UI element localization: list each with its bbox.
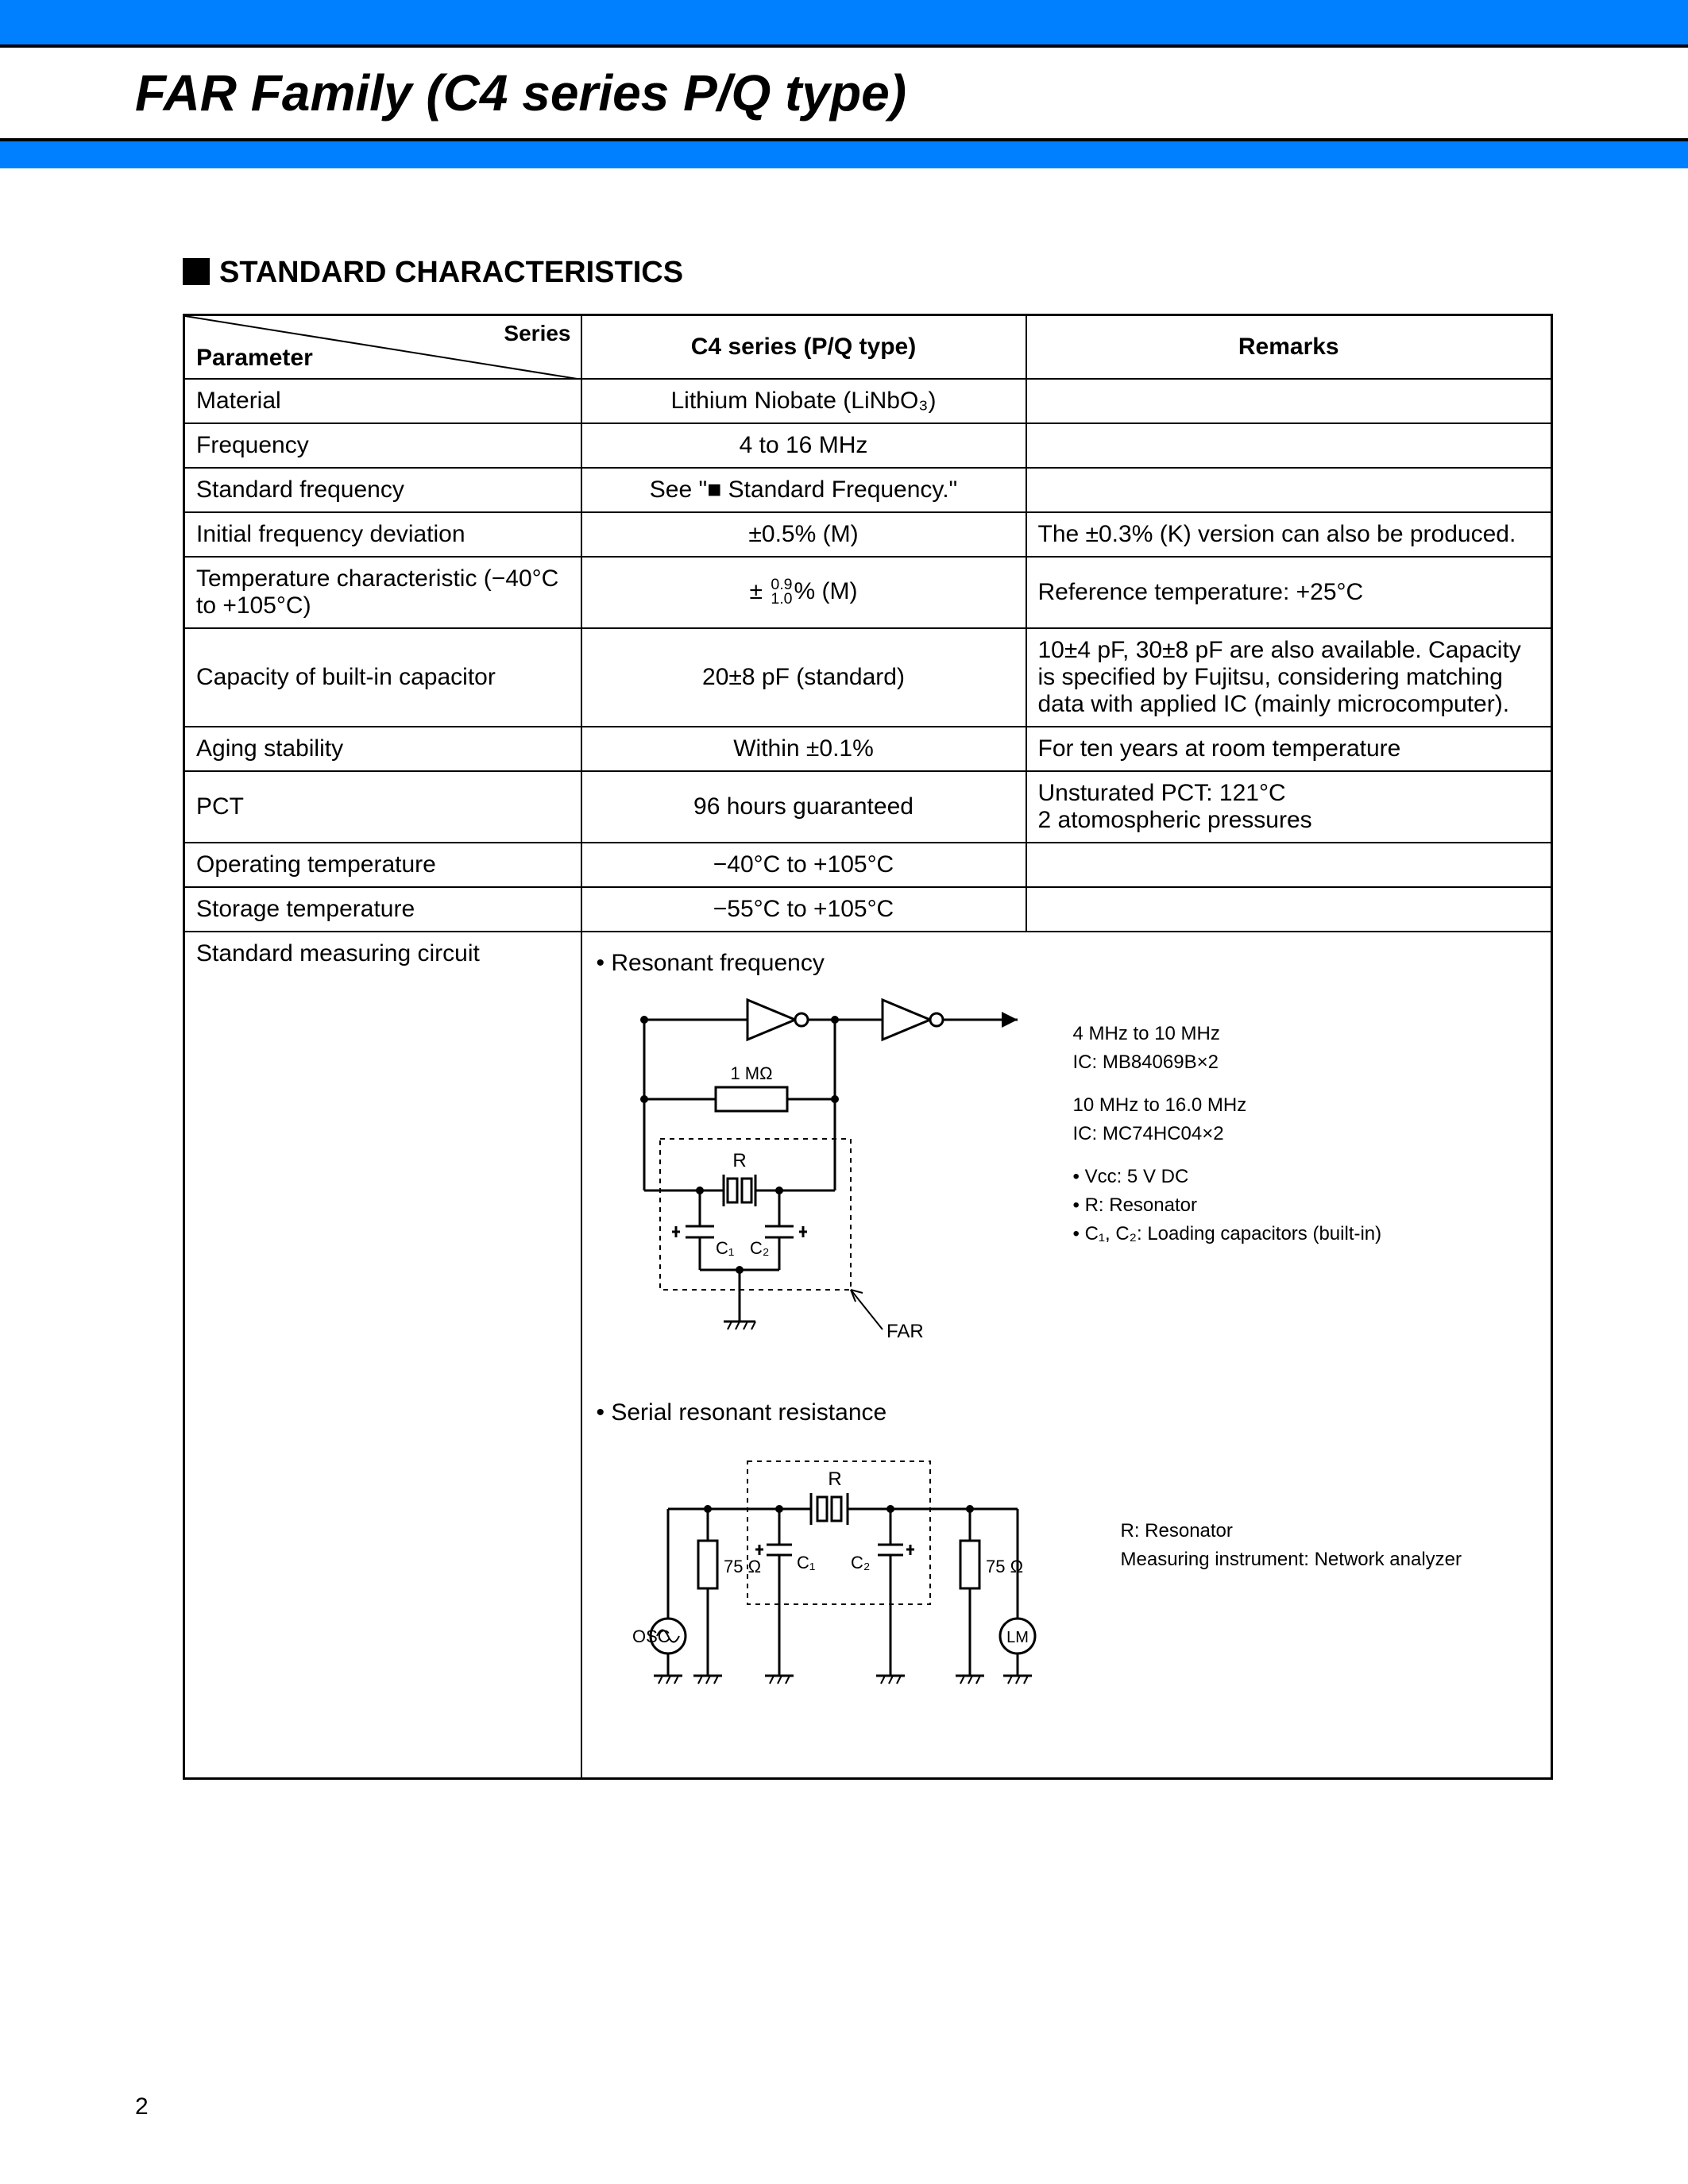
table-header-row: Series Parameter C4 series (P/Q type) Re… <box>184 315 1552 379</box>
cell-remark: 10±4 pF, 30±8 pF are also available. Cap… <box>1026 628 1552 727</box>
cell-remark <box>1026 379 1552 423</box>
cell-param: Standard measuring circuit <box>184 932 581 1779</box>
cell-value: Within ±0.1% <box>581 727 1026 771</box>
c2-label: C₂ <box>750 1238 769 1258</box>
table-row: Storage temperature −55°C to +105°C <box>184 887 1552 932</box>
header-value: C4 series (P/Q type) <box>581 315 1026 379</box>
page-number: 2 <box>135 2093 149 2120</box>
note-line: R: Resonator <box>1121 1517 1462 1545</box>
header-remarks: Remarks <box>1026 315 1552 379</box>
cell-remark <box>1026 887 1552 932</box>
cell-param: Aging stability <box>184 727 581 771</box>
circuit1-notes: 4 MHz to 10 MHz IC: MB84069B×2 10 MHz to… <box>1073 988 1382 1376</box>
section-heading-text: STANDARD CHARACTERISTICS <box>219 256 683 289</box>
c2-label: C₂ <box>851 1553 870 1572</box>
cell-param: Material <box>184 379 581 423</box>
note-line: Measuring instrument: Network analyzer <box>1121 1545 1462 1574</box>
note-line: IC: MB84069B×2 <box>1073 1048 1382 1077</box>
table-row-circuit: Standard measuring circuit Resonant freq… <box>184 932 1552 1779</box>
cell-remark <box>1026 423 1552 468</box>
note-bullet: R: Resonator <box>1073 1191 1382 1220</box>
table-row: Temperature characteristic (−40°C to +10… <box>184 557 1552 628</box>
c1-label: C₁ <box>797 1553 815 1572</box>
c1-label: C₁ <box>716 1238 734 1258</box>
cell-param: Capacity of built-in capacitor <box>184 628 581 727</box>
table-row: Standard frequency See "■ Standard Frequ… <box>184 468 1552 512</box>
table-row: Frequency 4 to 16 MHz <box>184 423 1552 468</box>
cell-value: 4 to 16 MHz <box>581 423 1026 468</box>
r75-left-label: 75 Ω <box>724 1557 761 1576</box>
cell-param: Initial frequency deviation <box>184 512 581 557</box>
resonator-r-label: R <box>828 1468 841 1490</box>
cell-value: ±0.5% (M) <box>581 512 1026 557</box>
cell-remark: Unsturated PCT: 121°C 2 atomospheric pre… <box>1026 771 1552 843</box>
circuit1-label: Resonant frequency <box>597 950 1537 977</box>
header-series-label: Series <box>504 321 570 346</box>
content-area: STANDARD CHARACTERISTICS Series Paramete… <box>0 168 1688 1780</box>
note-line: 10 MHz to 16.0 MHz <box>1073 1091 1382 1120</box>
cell-value: 96 hours guaranteed <box>581 771 1026 843</box>
note-bullet: Vcc: 5 V DC <box>1073 1163 1382 1191</box>
cell-param: PCT <box>184 771 581 843</box>
cell-remark <box>1026 843 1552 887</box>
note-line: 4 MHz to 10 MHz <box>1073 1020 1382 1048</box>
header-parameter-series: Series Parameter <box>184 315 581 379</box>
circuit1-row: 1 MΩ <box>597 988 1537 1376</box>
circuit1-diagram: 1 MΩ <box>597 988 1041 1376</box>
cell-remark: For ten years at room temperature <box>1026 727 1552 771</box>
characteristics-table: Series Parameter C4 series (P/Q type) Re… <box>183 314 1553 1780</box>
cell-remark: Reference temperature: +25°C <box>1026 557 1552 628</box>
cell-value: ± 0.91.0% (M) <box>581 557 1026 628</box>
cell-param: Frequency <box>184 423 581 468</box>
square-bullet-icon <box>183 258 210 285</box>
cell-param: Storage temperature <box>184 887 581 932</box>
lm-label: LM <box>1006 1629 1029 1646</box>
title-band: FAR Family (C4 series P/Q type) <box>0 44 1688 141</box>
cell-remark <box>1026 468 1552 512</box>
table-row: Material Lithium Niobate (LiNbO₃) <box>184 379 1552 423</box>
cell-circuit: Resonant frequency <box>581 932 1552 1779</box>
cell-remark: The ±0.3% (K) version can also be produc… <box>1026 512 1552 557</box>
resonator-r-label: R <box>732 1150 746 1171</box>
header-parameter-label: Parameter <box>196 345 313 372</box>
circuit2-label: Serial resonant resistance <box>597 1399 1537 1426</box>
table-row: Initial frequency deviation ±0.5% (M) Th… <box>184 512 1552 557</box>
section-heading: STANDARD CHARACTERISTICS <box>183 256 1553 290</box>
note-bullet: C₁, C₂: Loading capacitors (built-in) <box>1073 1220 1382 1248</box>
table-row: Operating temperature −40°C to +105°C <box>184 843 1552 887</box>
note-line: IC: MC74HC04×2 <box>1073 1120 1382 1148</box>
cell-value: −55°C to +105°C <box>581 887 1026 932</box>
table-row: Aging stability Within ±0.1% For ten yea… <box>184 727 1552 771</box>
feedback-resistor-label: 1 MΩ <box>730 1063 772 1083</box>
cell-value: −40°C to +105°C <box>581 843 1026 887</box>
osc-label: OSC <box>632 1626 670 1646</box>
circuit2-diagram: R 75 Ω <box>597 1437 1089 1730</box>
cell-param: Standard frequency <box>184 468 581 512</box>
table-row: PCT 96 hours guaranteed Unsturated PCT: … <box>184 771 1552 843</box>
circuit2-row: R 75 Ω <box>597 1437 1537 1730</box>
page-title: FAR Family (C4 series P/Q type) <box>0 48 1688 138</box>
banner-bottom <box>0 141 1688 168</box>
table-row: Capacity of built-in capacitor 20±8 pF (… <box>184 628 1552 727</box>
cell-param: Temperature characteristic (−40°C to +10… <box>184 557 581 628</box>
circuit2-notes: R: Resonator Measuring instrument: Netwo… <box>1121 1437 1462 1730</box>
cell-param: Operating temperature <box>184 843 581 887</box>
cell-value: See "■ Standard Frequency." <box>581 468 1026 512</box>
banner-top <box>0 0 1688 44</box>
far-box-label: FAR <box>886 1321 924 1342</box>
cell-value: 20±8 pF (standard) <box>581 628 1026 727</box>
cell-value: Lithium Niobate (LiNbO₃) <box>581 379 1026 423</box>
